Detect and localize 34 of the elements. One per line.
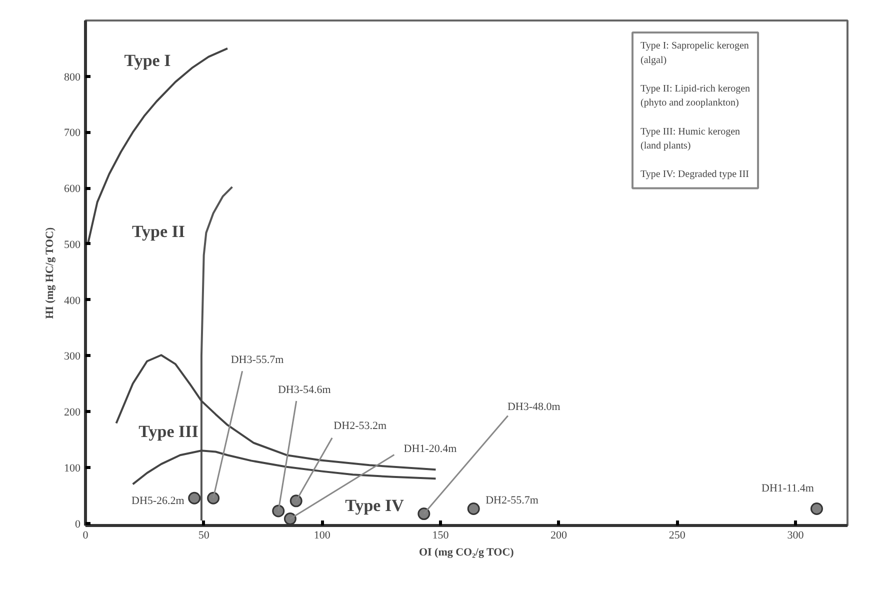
annotation: DH3-55.7m bbox=[230, 354, 284, 366]
y-tick-label: 200 bbox=[64, 406, 81, 419]
y-axis-title: HI (mg HC/g TOC) bbox=[44, 226, 56, 319]
annotation: Type III: Humic kerogen (land plants) bbox=[640, 126, 740, 152]
annotation: DH3-54.6m bbox=[278, 384, 332, 396]
x-tick-label: 100 bbox=[314, 530, 331, 542]
x-tick-label: 0 bbox=[82, 530, 89, 542]
annotation: DH1-20.4m bbox=[404, 442, 458, 455]
y-tick-label: 300 bbox=[64, 350, 81, 363]
annotation: DH5-26.2m bbox=[132, 495, 185, 508]
x-tick-label: 300 bbox=[787, 530, 804, 542]
x-tick-label: 150 bbox=[432, 530, 450, 542]
annotation: Type II bbox=[132, 222, 186, 241]
y-tick-label: 600 bbox=[64, 183, 81, 196]
annotation: DH3-48.0m bbox=[507, 400, 561, 413]
annotation: DH2-53.2m bbox=[334, 420, 387, 432]
annotation: Type IV: Degraded type III bbox=[640, 169, 750, 180]
x-tick-label: 200 bbox=[550, 530, 568, 542]
x-axis-title: OI (mg CO₂/g TOC) bbox=[418, 546, 514, 558]
y-tick-label: 800 bbox=[64, 71, 81, 84]
y-tick-label: 700 bbox=[64, 127, 81, 140]
annotation: Type I: Sapropelic kerogen (algal) bbox=[640, 40, 749, 66]
y-tick-label: 500 bbox=[64, 238, 81, 251]
x-tick-label: 50 bbox=[198, 530, 210, 542]
annotation: DH1-11.4m bbox=[762, 482, 814, 495]
annotation: Type I bbox=[124, 51, 172, 70]
y-tick-label: 0 bbox=[75, 518, 81, 530]
annotation: Type II: Lipid-rich kerogen (phyto and zooplankton) bbox=[640, 83, 750, 109]
y-tick-label: 100 bbox=[64, 462, 81, 474]
x-tick-label: 250 bbox=[668, 530, 686, 542]
y-tick-label: 400 bbox=[64, 294, 81, 307]
annotation: DH2-55.7m bbox=[486, 494, 539, 507]
annotation: Type IV bbox=[345, 496, 405, 515]
annotation: Type III bbox=[138, 422, 199, 441]
